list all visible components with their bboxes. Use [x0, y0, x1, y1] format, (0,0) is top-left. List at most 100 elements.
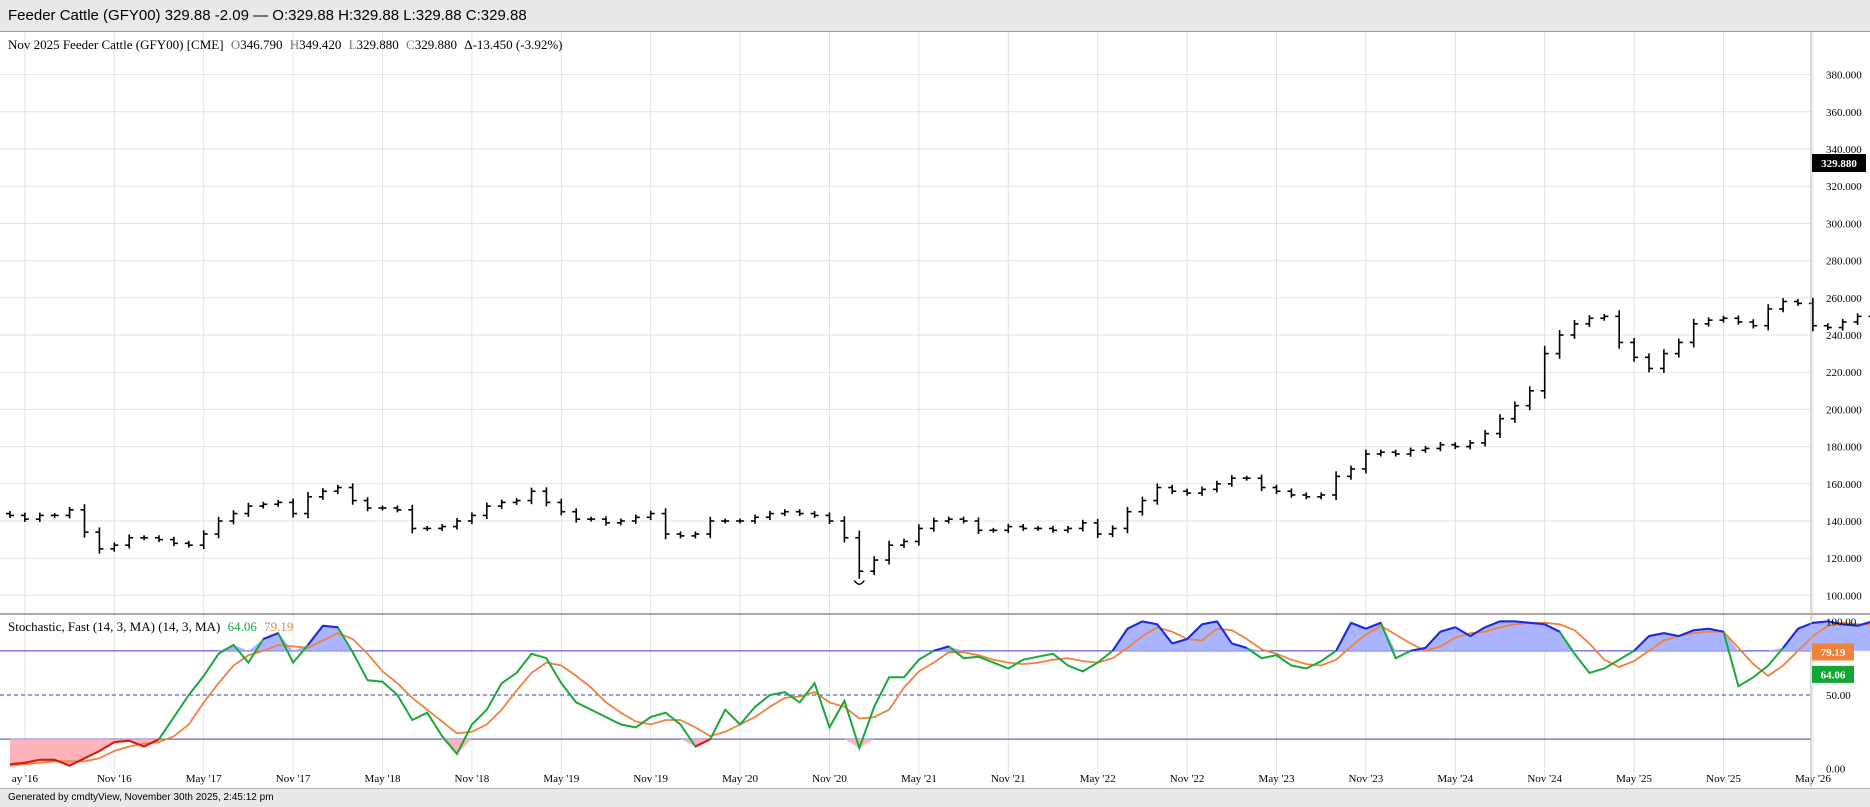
stochastic-k-overbought-segment [1544, 623, 1561, 633]
price-bar [1138, 496, 1147, 516]
chart-background [0, 32, 1870, 788]
stochastic-tick-label: 100.00 [1826, 616, 1857, 628]
price-bar [751, 514, 759, 524]
price-bar [318, 488, 327, 500]
price-bar [1794, 299, 1802, 306]
price-bar [1674, 338, 1683, 358]
price-bar [50, 512, 59, 518]
price-bar [1078, 519, 1087, 532]
price-bar [691, 531, 700, 539]
price-bar [721, 518, 730, 524]
price-bar [1332, 471, 1341, 500]
stochastic-k-badge [1812, 665, 1854, 683]
time-tick-label: May '19 [543, 773, 579, 785]
stochastic-k-overbought-segment [1186, 623, 1203, 640]
price-bar [1272, 484, 1281, 495]
price-bar [527, 487, 536, 505]
price-tick-label: 220.000 [1826, 367, 1862, 379]
price-bar [378, 505, 387, 511]
price-tick-label: 320.000 [1826, 181, 1862, 193]
price-bar [885, 540, 894, 565]
price-tick-label: 360.000 [1826, 107, 1862, 119]
time-tick-label: May '17 [186, 773, 222, 785]
price-bar [870, 556, 879, 576]
price-bar [1108, 525, 1117, 538]
stochastic-k-overbought-segment [262, 632, 279, 640]
price-bar [259, 501, 268, 509]
price-bar [1257, 474, 1266, 492]
time-tick-label: May '24 [1437, 773, 1473, 785]
price-bar [557, 498, 566, 516]
price-bar [765, 510, 774, 521]
price-tick-label: 100.000 [1826, 590, 1862, 602]
price-bar [1496, 414, 1504, 439]
price-bar [423, 525, 432, 531]
price-bar [1376, 449, 1385, 457]
price-bar [1317, 492, 1326, 500]
time-tick-label: Nov '20 [812, 773, 847, 785]
chart-canvas[interactable]: 100.000 120.000 140.000 160.000 180.000 200.0… [0, 32, 1870, 788]
price-bar [706, 516, 715, 539]
stochastic-k-overbought-segment [1216, 620, 1233, 645]
price-bar [6, 511, 14, 518]
price-bar [1123, 506, 1132, 534]
price-bar [810, 511, 819, 518]
price-bar [1391, 449, 1400, 457]
price-bar [914, 524, 923, 546]
stochastic-d-badge [1812, 643, 1854, 661]
price-bar [363, 497, 372, 512]
price-bar [1481, 429, 1490, 447]
price-bar [1034, 525, 1043, 531]
price-bar [631, 514, 640, 524]
stochastic-k-overbought-segment [1231, 642, 1247, 649]
price-tick-label: 180.000 [1826, 442, 1862, 454]
stochastic-k-overbought-segment [1812, 620, 1828, 624]
price-bar [1302, 492, 1311, 500]
low-marker [853, 580, 865, 585]
price-bar [1749, 319, 1758, 329]
price-bar [1004, 523, 1013, 534]
price-tick-label: 300.000 [1826, 218, 1862, 230]
stochastic-k-overbought-segment [1350, 621, 1367, 630]
stochastic-k-oversold-segment [114, 739, 130, 744]
stochastic-k-overbought-segment [1484, 620, 1501, 629]
price-bar [959, 516, 968, 524]
price-bar [155, 535, 163, 543]
price-bar [80, 504, 89, 538]
time-tick-label: Nov '17 [276, 773, 311, 785]
price-bar [1347, 465, 1355, 480]
price-bar [1689, 318, 1698, 348]
stochastic-lines [9, 620, 1870, 767]
price-bar [65, 506, 74, 519]
stochastic-header: Stochastic, Fast (14, 3, MA) (14, 3, MA)… [8, 619, 293, 634]
price-bar [1540, 345, 1549, 399]
price-bar [497, 499, 506, 509]
stochastic-k-overbought-segment [1857, 621, 1870, 627]
stochastic-k-overbought-segment [1782, 628, 1799, 649]
stochastic-k-oversold-segment [84, 750, 100, 760]
stochastic-k-badge-label: 64.06 [1821, 669, 1846, 681]
price-bar [780, 509, 789, 517]
price-bar [1406, 447, 1415, 457]
price-bar [438, 524, 447, 531]
price-bar [1063, 525, 1072, 533]
time-tick-label: May '23 [1259, 773, 1295, 785]
time-tick-label: May '21 [901, 773, 937, 785]
price-bar [1361, 449, 1370, 474]
price-tick-label: 160.000 [1826, 479, 1862, 491]
stochastic-d-badge-label: 79.19 [1821, 647, 1846, 659]
price-bar [676, 531, 685, 539]
axis-labels: 100.000 120.000 140.000 160.000 180.000 200.0… [12, 70, 1862, 785]
stochastic-k-overbought-segment [1127, 620, 1143, 630]
price-bar [453, 517, 461, 530]
price-bar [244, 502, 253, 517]
price-bar [1421, 445, 1430, 453]
stochastic-k-oversold-segment [69, 757, 85, 767]
price-bar [587, 516, 596, 522]
price-bar [1853, 313, 1862, 326]
stochastic-k-overbought-segment [1424, 630, 1442, 649]
stochastic-header-name: Stochastic, Fast (14, 3, MA) (14, 3, MA) [8, 619, 220, 634]
price-bar [1093, 518, 1102, 538]
time-tick-label: May '25 [1616, 773, 1652, 785]
status-bar: Generated by cmdtyView, November 30th 20… [0, 788, 1870, 807]
